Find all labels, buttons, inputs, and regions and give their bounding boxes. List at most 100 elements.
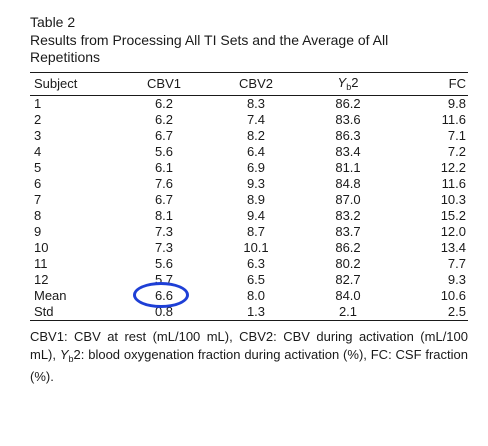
table-label: Table 2: [30, 14, 76, 30]
cell-cbv2: 8.3: [246, 96, 266, 111]
table-row: 1 6.2 8.3 86.2 9.8: [30, 96, 468, 113]
cell-yb2: 86.2: [335, 96, 361, 111]
cell-cbv2: 6.5: [246, 272, 266, 287]
header-yb2: Yb2: [300, 72, 396, 96]
table-row: 6 7.6 9.3 84.8 11.6: [30, 176, 468, 192]
header-fc: FC: [396, 72, 468, 96]
table-footnote: CBV1: CBV at rest (mL/100 mL), CBV2: CBV…: [30, 328, 468, 386]
cell-yb2: 83.6: [335, 112, 361, 127]
results-table: Subject CBV1 CBV2 Yb2 FC 1 6.2 8.3 86.2 9.8 2…: [30, 72, 468, 321]
cell-cbv1: 7.6: [154, 176, 174, 191]
cell-cbv2: 6.3: [246, 256, 266, 271]
cell-cbv2: 9.4: [246, 208, 266, 223]
cell-cbv1: 6.2: [154, 96, 174, 111]
cell-subject: Mean: [34, 288, 67, 303]
table-row: 12 5.7 6.5 82.7 9.3: [30, 272, 468, 288]
cell-fc: 12.2: [440, 160, 466, 175]
cell-subject: 1: [34, 96, 42, 111]
cell-cbv2: 8.0: [246, 288, 266, 303]
cell-yb2: 86.2: [335, 240, 361, 255]
cell-fc: 15.2: [440, 208, 466, 223]
cell-cbv1: 5.6: [154, 256, 174, 271]
table-row: 2 6.2 7.4 83.6 11.6: [30, 112, 468, 128]
cell-cbv2: 8.7: [246, 224, 266, 239]
table-body: 1 6.2 8.3 86.2 9.8 2 6.2 7.4 83.6 11.6 3 6.7 8.2 86.3…: [30, 96, 468, 321]
cell-yb2: 82.7: [335, 272, 361, 287]
table-row: 5 6.1 6.9 81.1 12.2: [30, 160, 468, 176]
cell-cbv1: 7.3: [154, 240, 174, 255]
header-yb2-main: Y: [337, 75, 347, 90]
cell-cbv1: 6.2: [154, 112, 174, 127]
cell-cbv1: 5.6: [154, 144, 174, 159]
table-title: Results from Processing All TI Sets and …: [30, 32, 389, 65]
cell-fc: 13.4: [440, 240, 466, 255]
header-cbv1: CBV1: [116, 72, 212, 96]
cell-yb2: 87.0: [335, 192, 361, 207]
cell-subject: 4: [34, 144, 42, 159]
cell-fc: 10.3: [440, 192, 466, 207]
header-subject: Subject: [30, 72, 116, 96]
table-row: 11 5.6 6.3 80.2 7.7: [30, 256, 468, 272]
highlighted-value-text: 6.6: [154, 288, 174, 303]
table-figure: Table 2 Results from Processing All TI S…: [30, 14, 468, 386]
highlighted-value: 6.6: [132, 282, 189, 308]
cell-cbv2: 6.4: [246, 144, 266, 159]
header-cbv2: CBV2: [212, 72, 300, 96]
table-row: 3 6.7 8.2 86.3 7.1: [30, 128, 468, 144]
cell-fc: 11.6: [441, 176, 466, 191]
cell-yb2: 80.2: [335, 256, 361, 271]
cell-subject: 5: [34, 160, 42, 175]
table-row: 4 5.6 6.4 83.4 7.2: [30, 144, 468, 160]
footnote-yb-main: Y: [59, 347, 69, 362]
table-row: Mean 6.6 8.0 84.0 10.6: [30, 282, 468, 308]
footnote-yb-sub: b: [68, 354, 74, 364]
table-row: 7 6.7 8.9 87.0 10.3: [30, 192, 468, 208]
cell-cbv2: 8.2: [246, 128, 266, 143]
header-yb2-tail: 2: [351, 75, 359, 90]
cell-cbv1: 0.8: [116, 304, 212, 321]
cell-yb2: 83.4: [335, 144, 361, 159]
cell-subject: 12: [34, 272, 49, 287]
cell-cbv1: 6.1: [154, 160, 174, 175]
cell-fc: 10.6: [440, 288, 466, 303]
cell-fc: 11.6: [441, 112, 466, 127]
cell-cbv1: 7.3: [154, 224, 174, 239]
cell-yb2: 83.7: [335, 224, 361, 239]
cell-subject: 11: [34, 256, 48, 271]
cell-fc: 7.7: [447, 256, 466, 271]
table-row: Std 0.8 1.3 2.1 2.5: [30, 304, 468, 321]
cell-subject: 8: [34, 208, 42, 223]
cell-yb2: 2.1: [300, 304, 396, 321]
cell-subject: Std: [30, 304, 116, 321]
table-row: 8 8.1 9.4 83.2 15.2: [30, 208, 468, 224]
cell-cbv2: 7.4: [246, 112, 266, 127]
cell-subject: 3: [34, 128, 42, 143]
cell-cbv2: 9.3: [246, 176, 266, 191]
cell-fc: 12.0: [440, 224, 466, 239]
cell-fc: 7.2: [447, 144, 466, 159]
cell-yb2: 84.8: [335, 176, 361, 191]
cell-yb2: 83.2: [335, 208, 361, 223]
cell-cbv2: 6.9: [246, 160, 266, 175]
cell-cbv2: 10.1: [243, 240, 269, 255]
footnote-part1: CBV1: CBV at rest (mL/100 mL), CBV2: CBV…: [30, 329, 468, 362]
cell-fc: 2.5: [396, 304, 468, 321]
table-row: 10 7.3 10.1 86.2 13.4: [30, 240, 468, 256]
cell-cbv1: 8.1: [154, 208, 174, 223]
cell-cbv2: 1.3: [212, 304, 300, 321]
cell-subject: 10: [34, 240, 49, 255]
cell-subject: 7: [34, 192, 42, 207]
footnote-part2: 2: blood oxygenation fraction during act…: [30, 347, 468, 384]
header-row: Subject CBV1 CBV2 Yb2 FC: [30, 72, 468, 96]
table-row: 9 7.3 8.7 83.7 12.0: [30, 224, 468, 240]
cell-yb2: 84.0: [335, 288, 361, 303]
cell-yb2: 86.3: [335, 128, 361, 143]
cell-yb2: 81.1: [335, 160, 361, 175]
header-yb2-sub: b: [346, 82, 352, 92]
cell-fc: 9.3: [447, 272, 466, 287]
cell-subject: 6: [34, 176, 42, 191]
cell-cbv1: 6.6: [116, 282, 212, 308]
cell-subject: 2: [34, 112, 42, 127]
cell-cbv2: 8.9: [246, 192, 266, 207]
cell-subject: 9: [34, 224, 42, 239]
